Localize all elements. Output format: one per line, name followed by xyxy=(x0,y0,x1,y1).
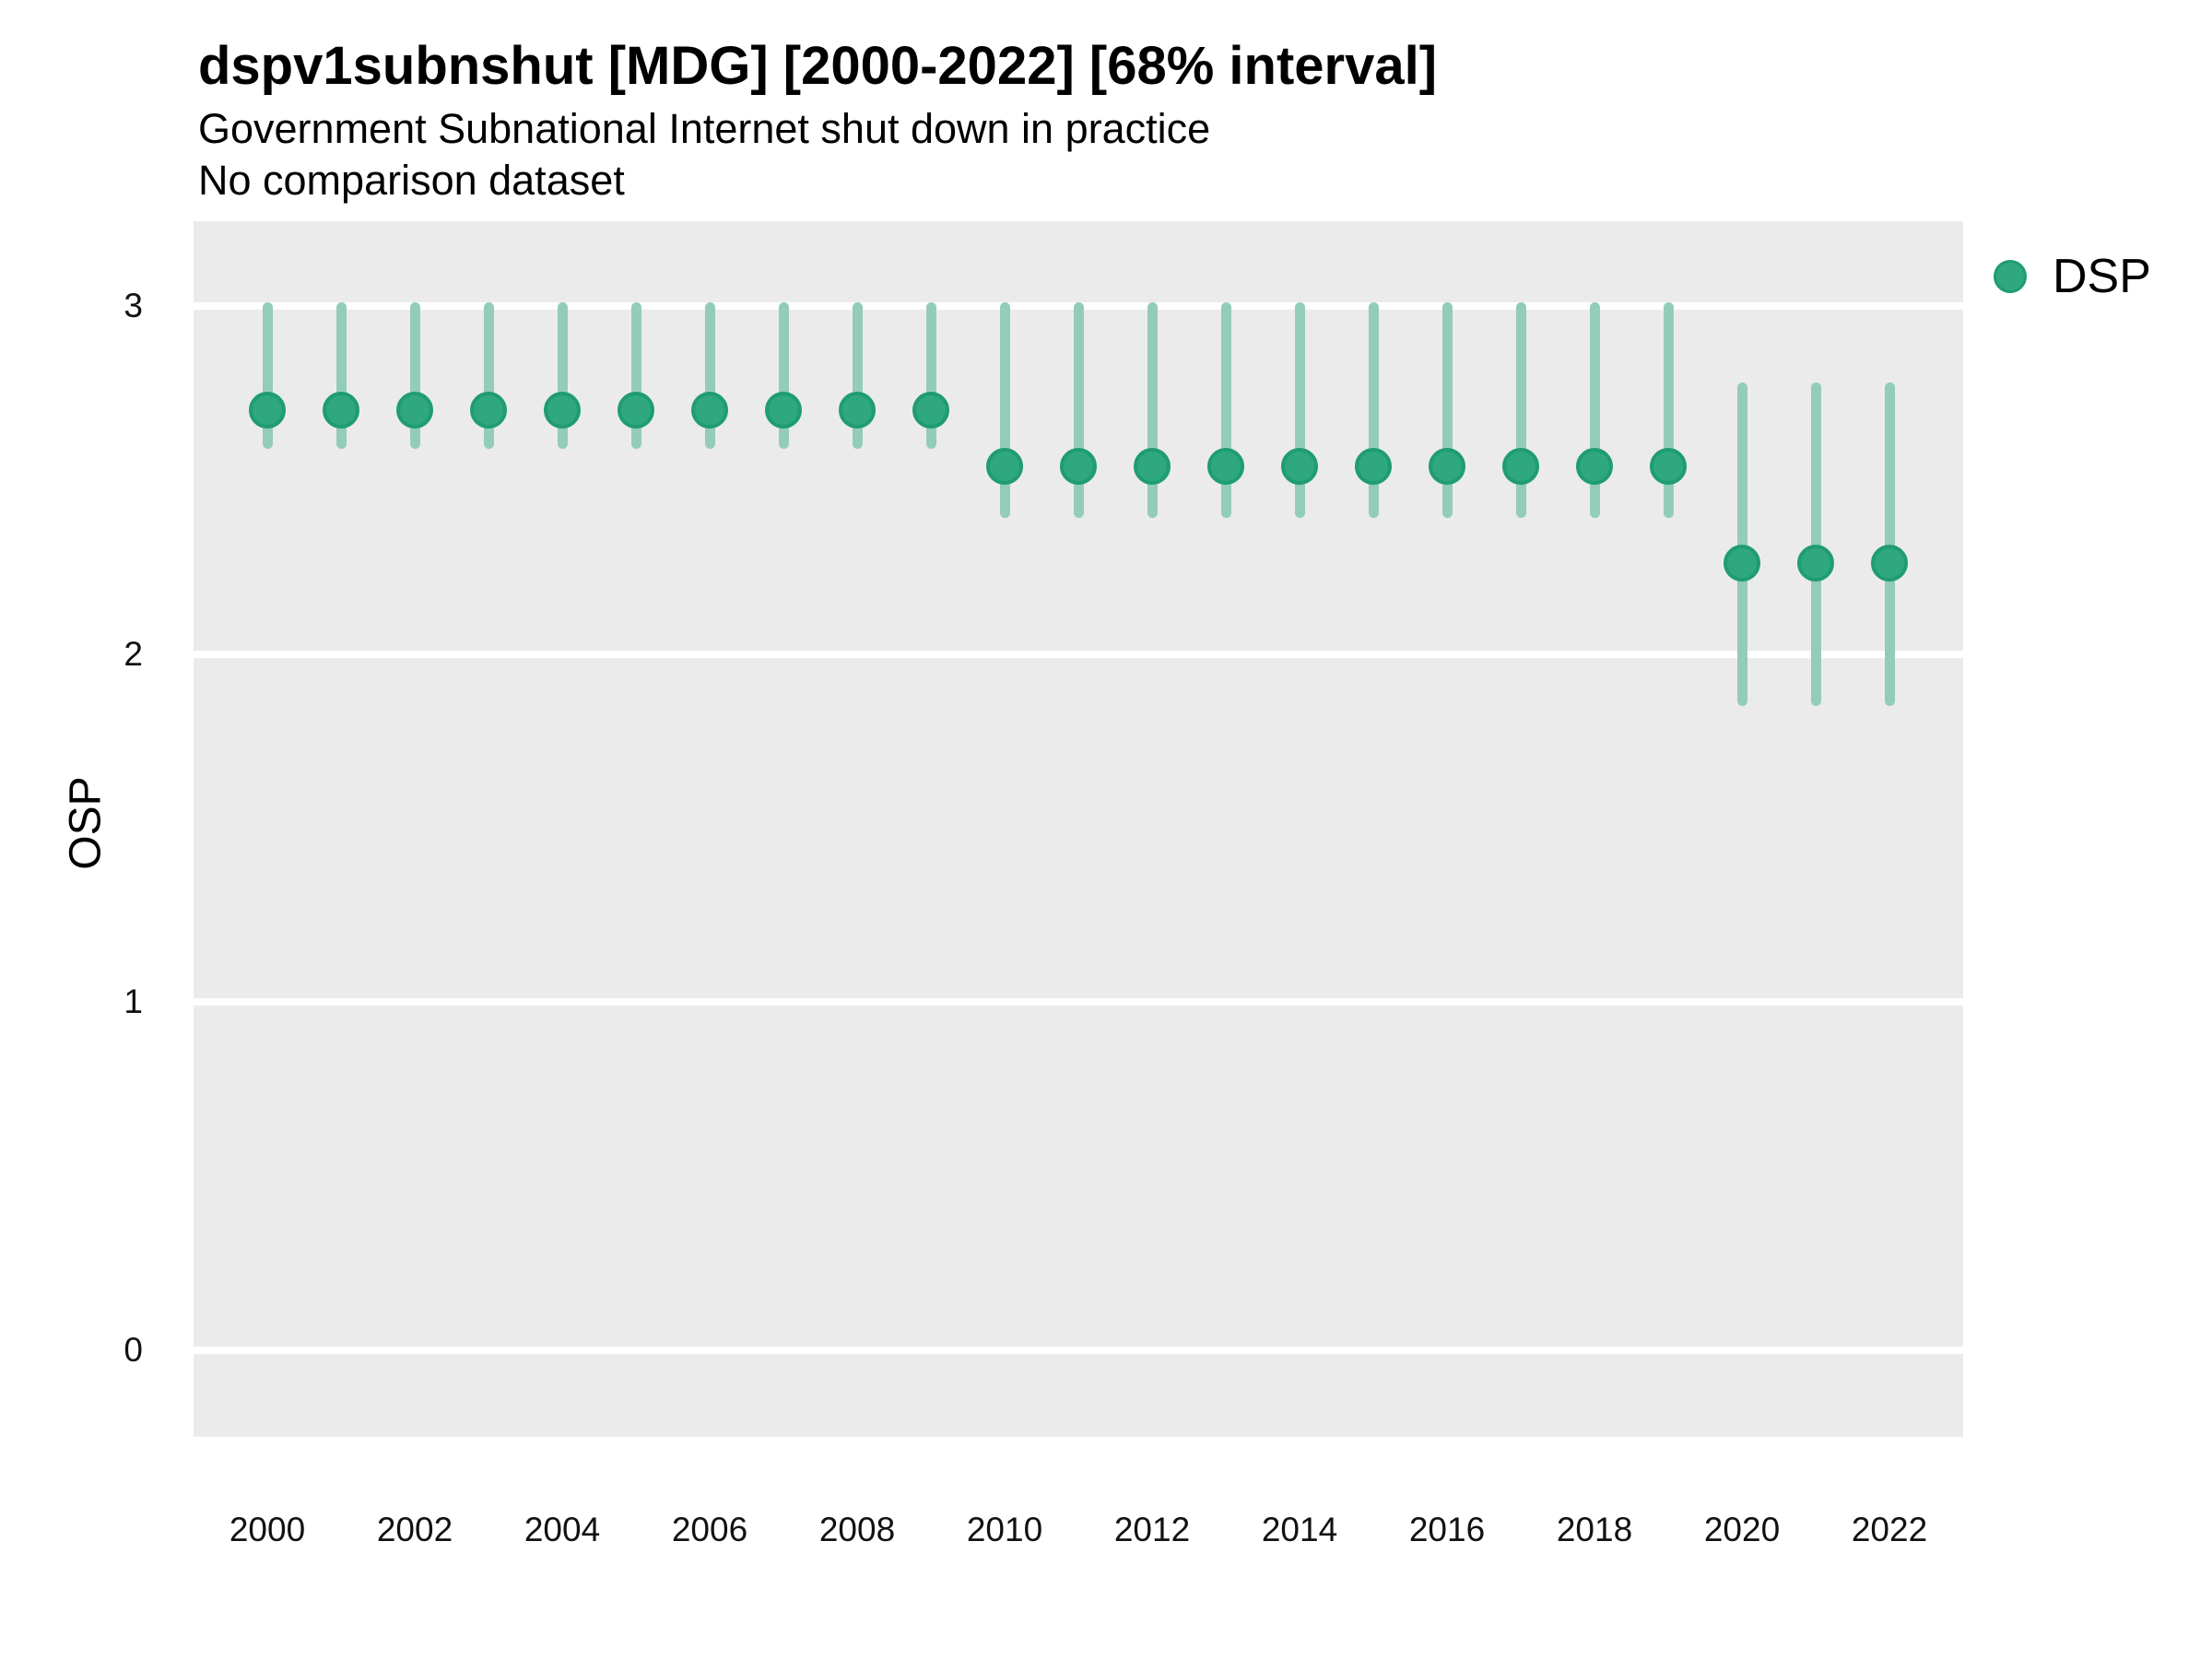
data-point-2020 xyxy=(1724,545,1760,582)
data-point-2002 xyxy=(396,392,433,429)
data-point-2006 xyxy=(691,392,728,429)
data-point-2011 xyxy=(1060,447,1097,485)
interval-bar-2009 xyxy=(925,302,936,449)
interval-bar-2016 xyxy=(1441,302,1453,519)
interval-bar-2018 xyxy=(1589,302,1600,519)
x-tick-label-2014: 2014 xyxy=(1261,1511,1338,1548)
data-point-2010 xyxy=(986,447,1023,485)
chart-title: dspv1subnshut [MDG] [2000-2022] [68% int… xyxy=(198,36,1438,96)
interval-bar-2017 xyxy=(1515,302,1526,519)
data-point-2005 xyxy=(618,392,654,429)
x-tick-label-2018: 2018 xyxy=(1556,1511,1633,1548)
x-tick-label-2010: 2010 xyxy=(966,1511,1043,1548)
interval-bar-2005 xyxy=(630,302,641,449)
x-tick-label-2004: 2004 xyxy=(524,1511,601,1548)
interval-bar-2002 xyxy=(409,302,420,449)
data-point-2004 xyxy=(544,392,581,429)
x-tick-label-2012: 2012 xyxy=(1113,1511,1191,1548)
data-point-2022 xyxy=(1871,545,1908,582)
interval-bar-2019 xyxy=(1663,302,1674,519)
data-point-2019 xyxy=(1650,447,1687,485)
data-point-2016 xyxy=(1429,447,1465,485)
gridline-y-2 xyxy=(194,650,1963,658)
interval-bar-2008 xyxy=(852,302,863,449)
legend-label: DSP xyxy=(2053,250,2151,303)
interval-bar-2015 xyxy=(1368,302,1379,519)
data-point-2000 xyxy=(249,392,286,429)
legend: DSP xyxy=(1994,249,2151,304)
y-axis-title: OSP xyxy=(61,776,111,870)
data-point-2009 xyxy=(912,392,949,429)
interval-bar-2011 xyxy=(1073,302,1084,519)
interval-bar-2013 xyxy=(1220,302,1231,519)
legend-point-icon xyxy=(1994,260,2027,293)
interval-bar-2004 xyxy=(557,302,568,449)
interval-bar-2001 xyxy=(335,302,347,449)
y-tick-label-2: 2 xyxy=(124,634,143,673)
interval-bar-2000 xyxy=(262,302,273,449)
x-tick-label-2008: 2008 xyxy=(818,1511,896,1548)
data-point-2018 xyxy=(1576,447,1613,485)
interval-bar-2022 xyxy=(1884,382,1895,707)
gridline-y-1 xyxy=(194,998,1963,1006)
x-tick-label-2016: 2016 xyxy=(1408,1511,1486,1548)
plot-panel xyxy=(194,221,1963,1437)
data-point-2013 xyxy=(1207,447,1244,485)
data-point-2015 xyxy=(1355,447,1392,485)
interval-bar-2007 xyxy=(778,302,789,449)
y-tick-label-1: 1 xyxy=(124,982,143,1021)
data-point-2001 xyxy=(323,392,359,429)
interval-bar-2003 xyxy=(483,302,494,449)
x-tick-label-2020: 2020 xyxy=(1703,1511,1781,1548)
data-point-2007 xyxy=(765,392,802,429)
data-point-2008 xyxy=(839,392,876,429)
x-tick-label-2022: 2022 xyxy=(1851,1511,1928,1548)
data-point-2021 xyxy=(1797,545,1834,582)
data-point-2012 xyxy=(1134,447,1171,485)
x-tick-label-2000: 2000 xyxy=(229,1511,306,1548)
interval-bar-2012 xyxy=(1147,302,1158,519)
interval-bar-2006 xyxy=(704,302,715,449)
y-tick-label-0: 0 xyxy=(124,1330,143,1369)
chart-subtitle: Government Subnational Internet shut dow… xyxy=(198,105,1211,152)
data-point-2014 xyxy=(1281,447,1318,485)
gridline-y-0 xyxy=(194,1346,1963,1354)
interval-bar-2021 xyxy=(1810,382,1821,707)
y-tick-label-3: 3 xyxy=(124,286,143,324)
interval-bar-2020 xyxy=(1736,382,1747,707)
data-point-2017 xyxy=(1502,447,1539,485)
interval-bar-2014 xyxy=(1294,302,1305,519)
chart-comparison-note: No comparison dataset xyxy=(198,157,625,204)
data-point-2003 xyxy=(470,392,507,429)
x-tick-label-2002: 2002 xyxy=(376,1511,453,1548)
interval-bar-2010 xyxy=(999,302,1010,519)
x-tick-label-2006: 2006 xyxy=(671,1511,748,1548)
